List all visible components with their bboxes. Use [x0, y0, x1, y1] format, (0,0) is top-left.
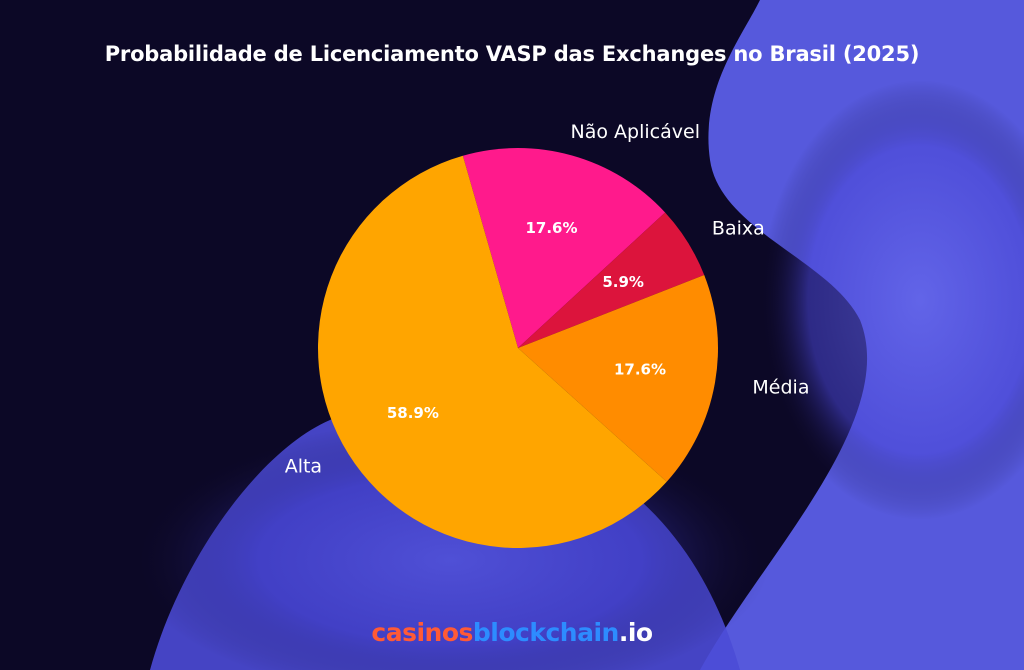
brand-part-casinos: casinos — [371, 618, 473, 647]
slice-category-label: Baixa — [712, 218, 765, 240]
brand-logo: casinosblockchain.io — [0, 618, 1024, 647]
brand-part-io: .io — [619, 618, 653, 647]
slice-category-label: Não Aplicável — [571, 121, 700, 143]
slice-value-label: 5.9% — [602, 273, 644, 291]
brand-part-blockchain: blockchain — [473, 618, 619, 647]
slice-category-label: Média — [752, 376, 809, 398]
slice-value-label: 17.6% — [525, 219, 577, 237]
slice-category-label: Alta — [285, 455, 322, 477]
pie-chart: 17.6% Não Aplicável 5.9% Baixa 17.6% Média 58.… — [0, 0, 1024, 670]
slice-value-label: 17.6% — [614, 361, 666, 379]
slice-value-label: 58.9% — [387, 404, 439, 422]
